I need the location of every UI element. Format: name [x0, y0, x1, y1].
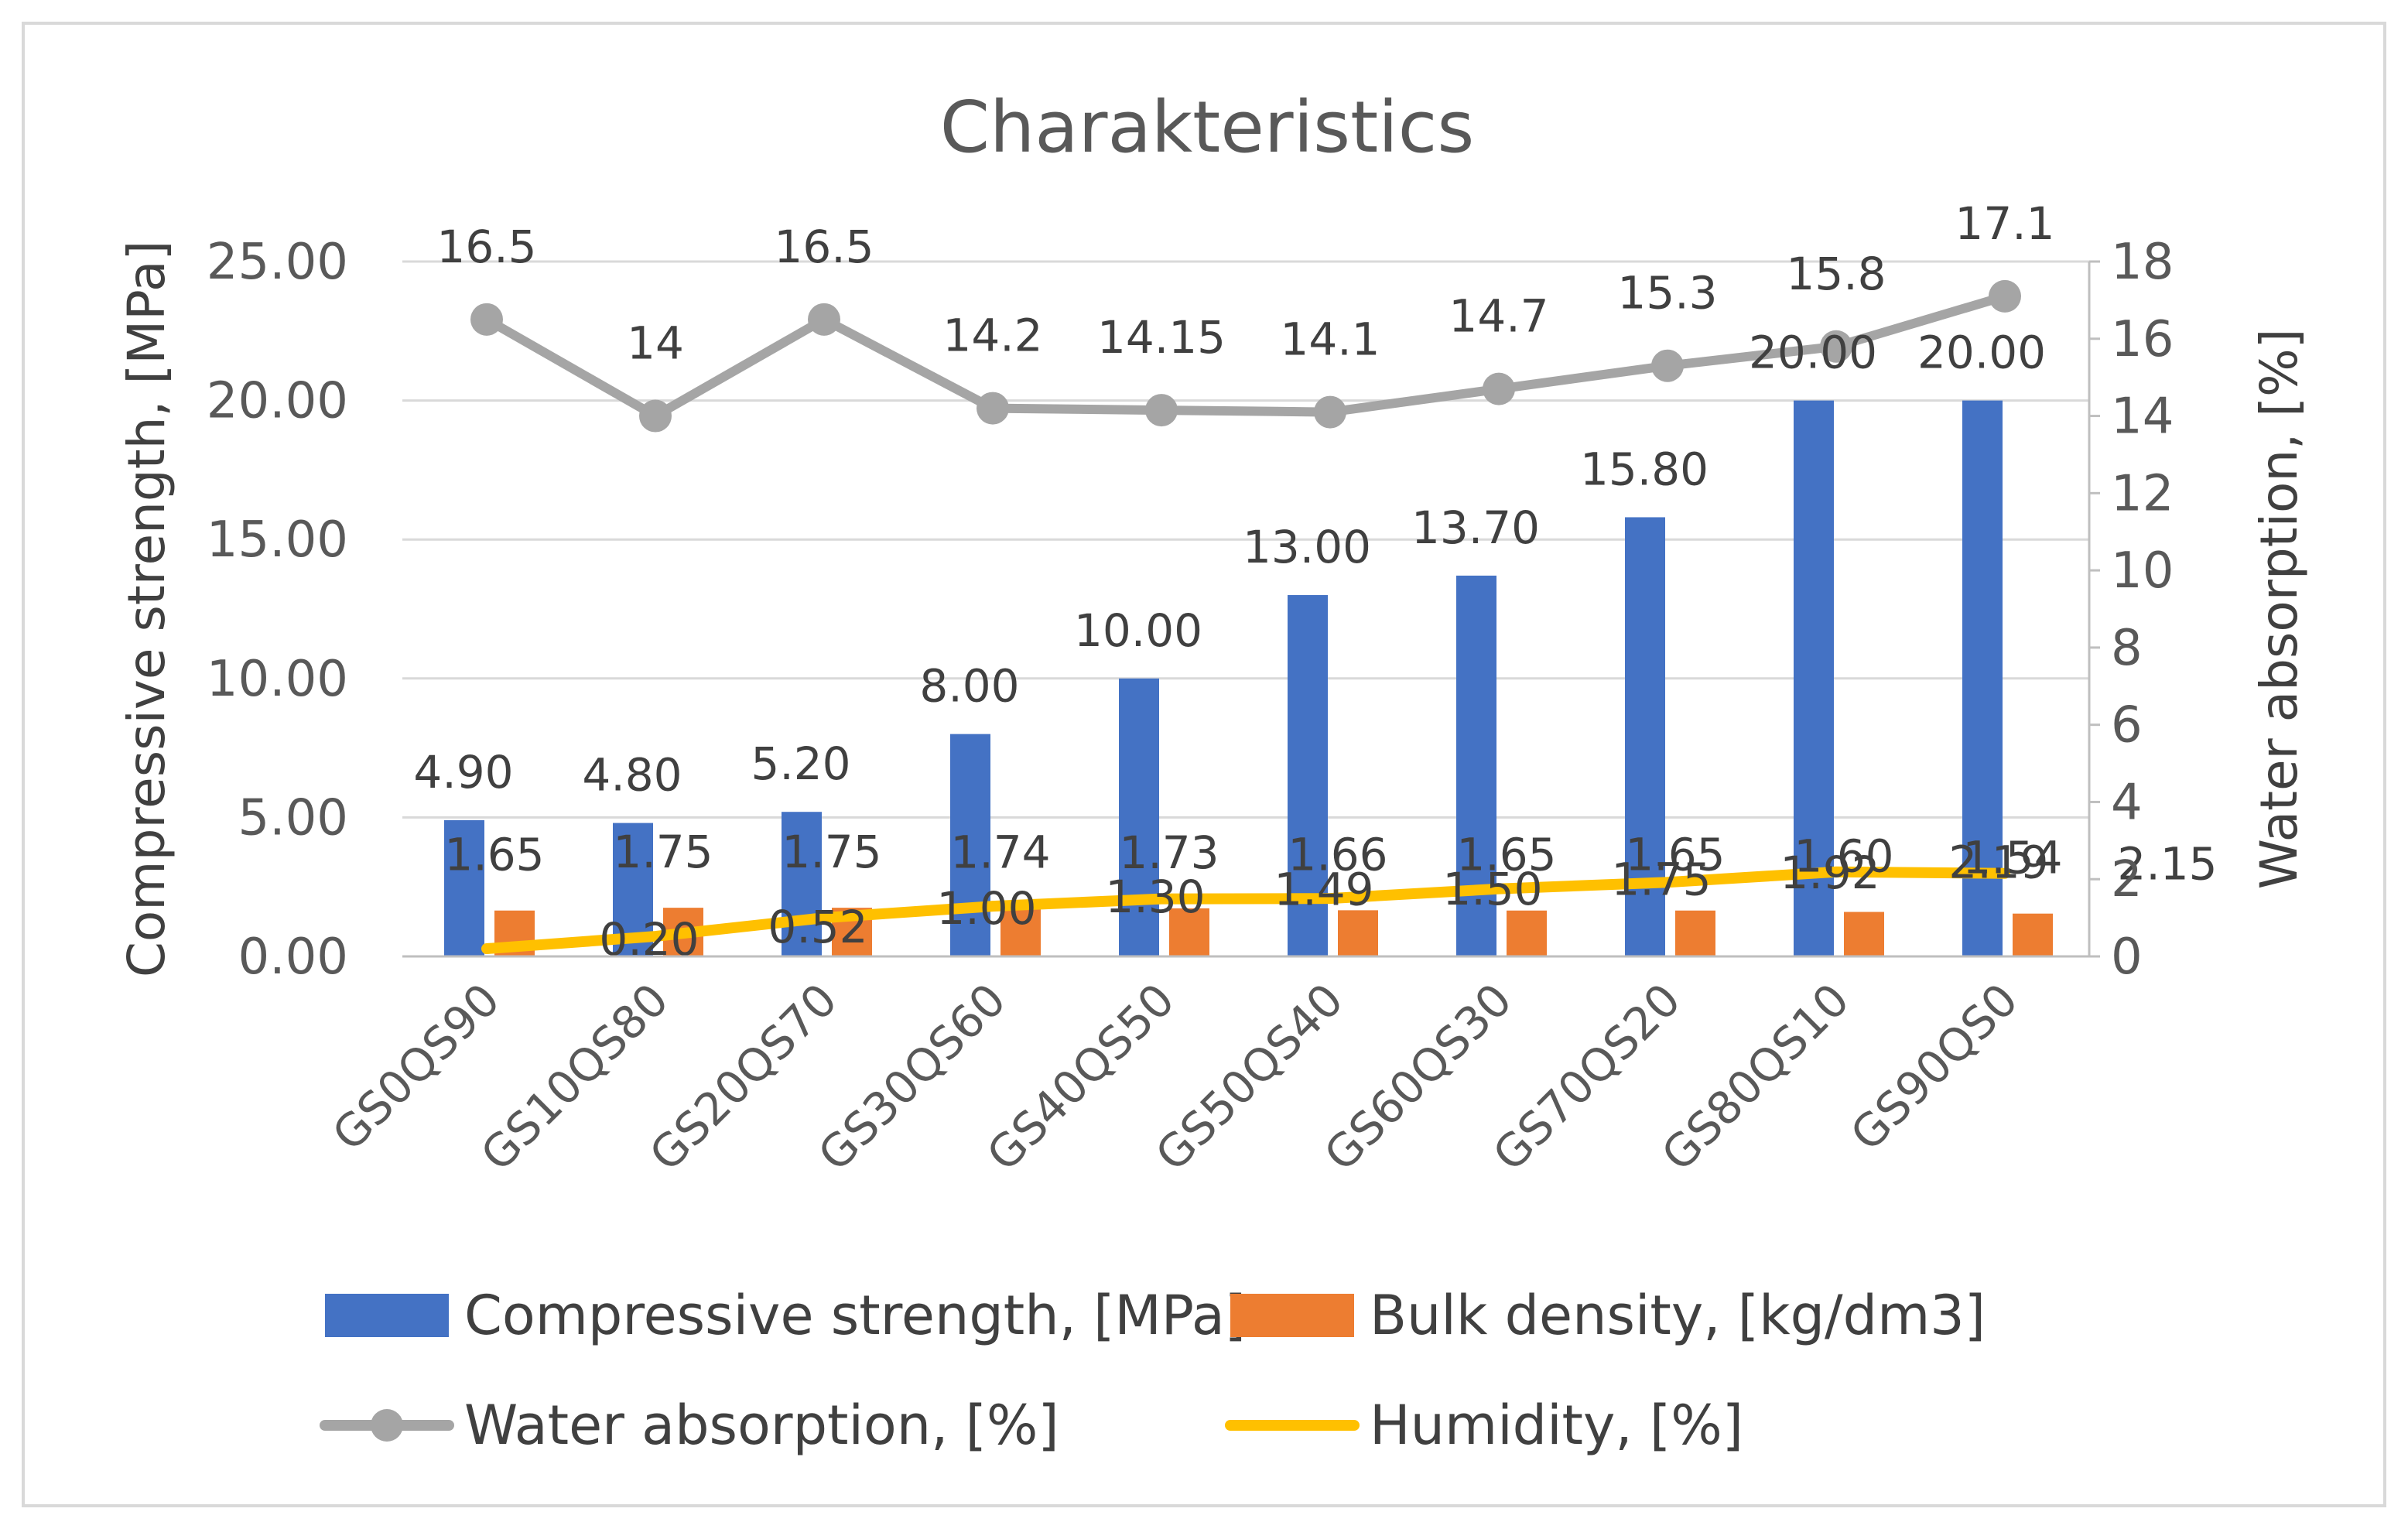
water-absorption-marker	[470, 303, 503, 336]
left-axis-tick-label: 25.00	[207, 234, 348, 291]
bar-compressive-strength	[1794, 400, 1834, 956]
left-axis-tick-label: 10.00	[207, 651, 348, 708]
bar-marks	[444, 400, 2053, 956]
bar-bulk-density	[1338, 910, 1378, 956]
data-label: 15.3	[1617, 267, 1717, 320]
humidity-line	[481, 866, 2010, 955]
water-absorption-marker	[977, 392, 1009, 425]
bar-bulk-density	[1507, 910, 1547, 956]
water-absorption-marker	[1314, 395, 1346, 429]
data-label: 0.20	[599, 913, 699, 966]
data-label: 16.5	[774, 221, 874, 273]
water-absorption-marker	[808, 303, 840, 336]
data-label: 1.00	[936, 882, 1036, 935]
data-label: 1.65	[1625, 829, 1725, 881]
bar-bulk-density	[1675, 910, 1715, 956]
data-label: 13.00	[1243, 521, 1371, 573]
right-axis-tick-label: 10	[2111, 542, 2174, 600]
right-axis-tick-label: 8	[2111, 620, 2143, 677]
data-label: 20.00	[1749, 327, 1877, 379]
data-label: 5.20	[751, 737, 850, 790]
right-axis-title: Water absorption, [%]	[2249, 329, 2309, 890]
right-axis-tick-label: 4	[2111, 774, 2143, 831]
water-absorption-marker	[1483, 372, 1515, 405]
left-axis-tick-label: 5.00	[238, 789, 349, 847]
data-label: 10.00	[1074, 604, 1202, 657]
data-label: 16.5	[436, 221, 536, 273]
water-absorption-marker	[1989, 279, 2021, 313]
right-axis-tick-label: 16	[2111, 311, 2174, 368]
data-labels: 4.90 4.80 5.20 8.00 10.00 13.00 13.70 15.80 20.0…	[413, 197, 2217, 966]
data-label: 4.90	[413, 746, 513, 799]
data-label: 20.00	[1917, 327, 2046, 379]
legend-swatch	[1230, 1294, 1354, 1337]
data-label: 0.52	[768, 901, 867, 953]
line-marks	[470, 279, 2021, 955]
data-label: 1.75	[613, 826, 713, 878]
data-label: 1.60	[1794, 830, 1893, 883]
left-axis-tick-label: 0.00	[238, 929, 349, 986]
legend-swatch-marker	[371, 1409, 403, 1442]
bar-compressive-strength	[782, 812, 822, 956]
right-axis-tick-label: 6	[2111, 697, 2143, 754]
data-label: 1.74	[950, 826, 1050, 878]
data-label: 1.65	[444, 829, 544, 881]
data-label: 15.80	[1580, 443, 1709, 495]
right-axis-tick-label: 2	[2111, 851, 2143, 908]
data-label: 4.80	[582, 749, 682, 802]
water-absorption-marker	[1651, 349, 1684, 382]
data-label: 1.73	[1119, 826, 1219, 879]
left-axis-tick-label: 20.00	[207, 373, 348, 430]
data-label: 1.92	[1780, 847, 1880, 899]
legend-label: Bulk density, [kg/dm3]	[1370, 1284, 1986, 1347]
bar-compressive-strength	[444, 819, 484, 956]
right-axis-tick-label: 18	[2111, 234, 2174, 291]
data-label: 1.30	[1105, 871, 1205, 923]
data-label: 15.8	[1786, 248, 1886, 300]
data-label: 14.1	[1280, 313, 1380, 366]
right-axis-tick-label: 14	[2111, 388, 2174, 446]
legend-label: Humidity, [%]	[1370, 1394, 1743, 1457]
right-axis-tick-label: 12	[2111, 465, 2174, 522]
bar-compressive-strength	[950, 734, 990, 956]
data-label: 17.1	[1955, 197, 2054, 250]
bar-compressive-strength	[1962, 400, 2003, 956]
data-label: 14.2	[942, 310, 1042, 362]
data-label: 14.15	[1097, 311, 1226, 364]
water-absorption-line	[482, 291, 2010, 421]
data-label: 1.66	[1288, 828, 1387, 881]
bar-compressive-strength	[1119, 678, 1159, 956]
data-label: 8.00	[919, 660, 1019, 713]
left-axis-title: Compressive strength, [MPa]	[117, 241, 176, 977]
data-label: 1.49	[1274, 864, 1373, 916]
right-axis-tick-label: 0	[2111, 929, 2143, 986]
water-absorption-marker	[639, 399, 672, 433]
water-absorption-marker	[1145, 394, 1178, 427]
data-label: 14	[627, 317, 684, 370]
data-label: 1.75	[782, 826, 881, 878]
water-absorption-marker	[1820, 330, 1852, 363]
data-label: 2.19	[1948, 836, 2048, 889]
legend-label: Water absorption, [%]	[464, 1394, 1059, 1457]
data-label: 1.54	[1962, 832, 2062, 884]
legend: Compressive strength, [MPa] Bulk density,…	[320, 1284, 1986, 1457]
data-label: 1.50	[1442, 863, 1542, 915]
data-label: 2.15	[2117, 838, 2217, 891]
bar-bulk-density	[1169, 908, 1209, 956]
left-axis-tick-label: 15.00	[207, 511, 348, 569]
bar-bulk-density	[1000, 908, 1041, 956]
bar-bulk-density	[2013, 913, 2053, 956]
data-label: 13.70	[1411, 501, 1540, 554]
chart-title: Charakteristics	[940, 86, 1475, 169]
data-label: 1.65	[1456, 829, 1556, 881]
data-label: 1.75	[1611, 853, 1711, 906]
bar-bulk-density	[1844, 912, 1884, 956]
legend-label: Compressive strength, [MPa]	[464, 1284, 1246, 1347]
legend-swatch	[325, 1294, 449, 1337]
data-label: 14.7	[1449, 290, 1548, 343]
